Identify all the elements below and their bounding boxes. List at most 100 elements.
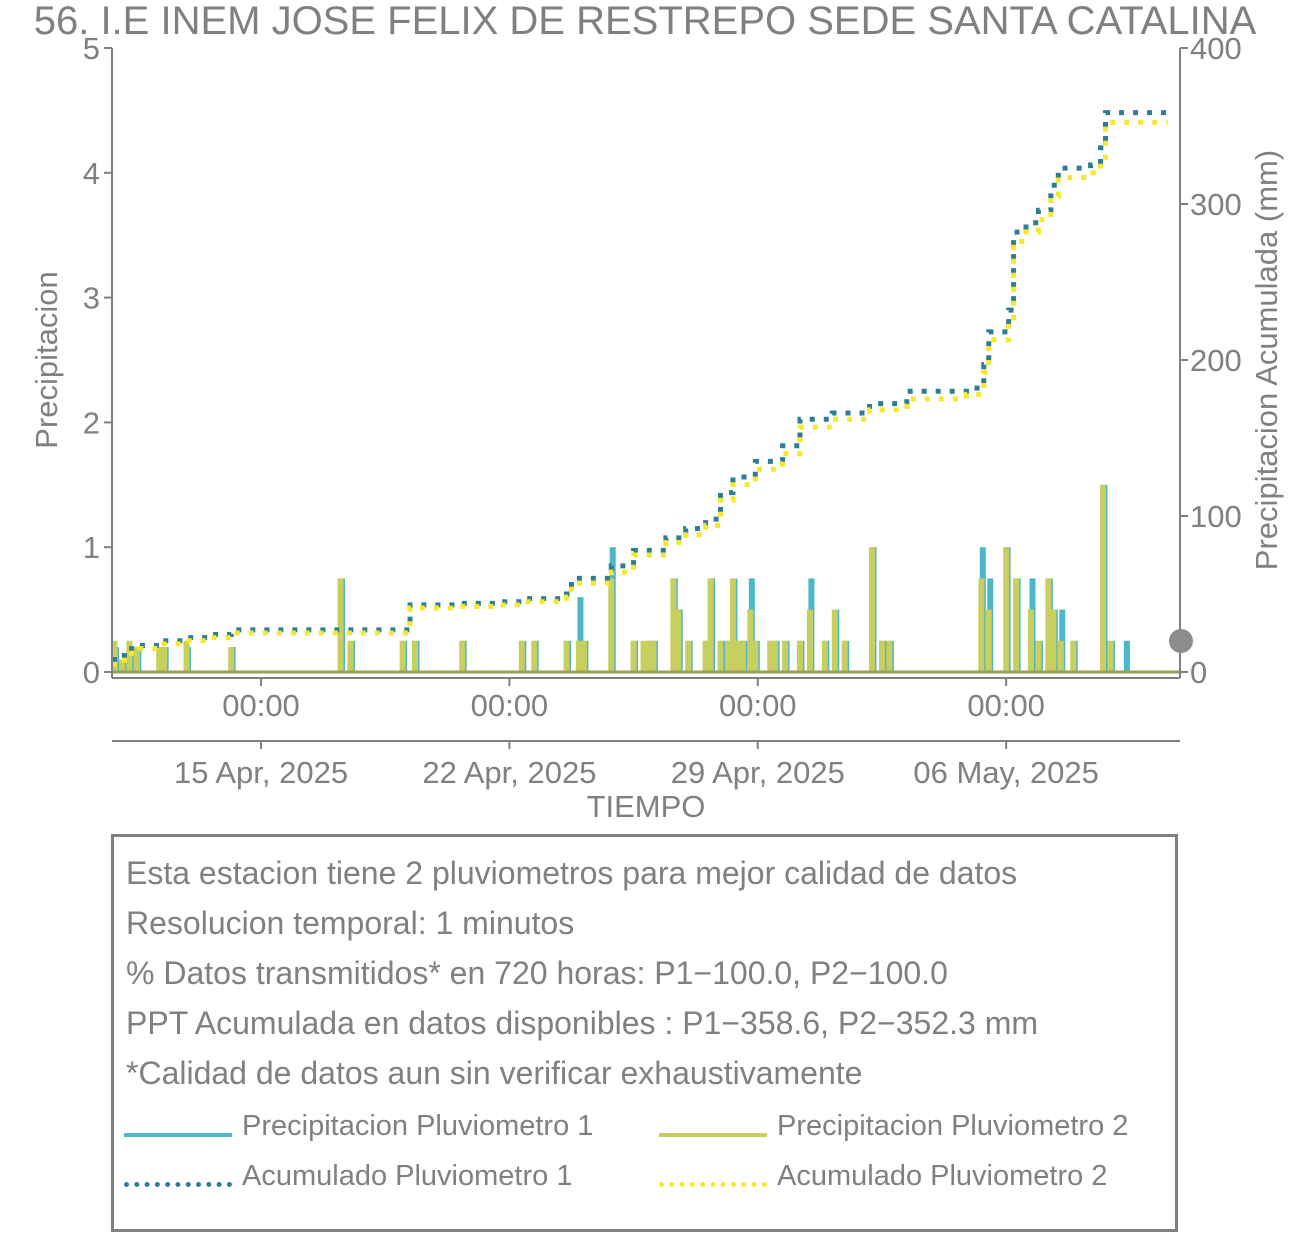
bar-p2 [1003,547,1010,672]
lines-layer [112,110,1168,667]
y-tick-label: 1 [83,530,100,565]
bar-p2 [575,640,582,672]
info-line-1: Esta estacion tiene 2 pluviometros para … [126,855,1018,891]
bar-p2 [126,640,133,672]
legend-label-p1: Precipitacion Pluviometro 1 [242,1110,594,1142]
x-tick-date-label: 06 May, 2025 [913,755,1099,790]
bar-p2 [985,609,992,672]
bar-p2 [161,647,168,672]
bar-p2 [772,640,779,672]
legend-swatch-p2 [659,1133,767,1137]
legend-swatch-a1 [124,1182,232,1187]
y-right-tick-label: 400 [1190,31,1242,66]
bar-p2 [747,609,754,672]
bar-p2 [675,609,682,672]
legend-label-p2: Precipitacion Pluviometro 2 [777,1110,1129,1142]
y-right-tick-label: 300 [1190,187,1242,222]
bar-p2 [1045,578,1052,672]
bar-p2 [1100,484,1107,672]
bar-p2 [1070,640,1077,672]
info-line-5: *Calidad de datos aun sin verificar exha… [126,1055,863,1091]
bar-p2 [685,640,692,672]
legend-label-a2: Acumulado Pluviometro 2 [777,1160,1108,1192]
bar-p2 [630,640,637,672]
bar-p2 [734,640,741,672]
bar-p2 [608,578,615,672]
y-tick-label: 4 [83,156,100,191]
bar-p2 [796,640,803,672]
bar-p2 [183,640,190,672]
bar-p2 [459,640,466,672]
bar-p2 [752,640,759,672]
bar-p2 [1035,640,1042,672]
x-tick-time-label: 00:00 [967,688,1045,723]
bar-p2 [767,640,774,672]
bar-p2 [670,578,677,672]
x-tick-time-label: 00:00 [471,688,549,723]
bar-p2 [831,609,838,672]
bar-p2 [1013,578,1020,672]
y-right-tick-label: 100 [1190,499,1242,534]
bar-p2 [978,578,985,672]
bar-p2 [886,640,893,672]
y-axis-right-label: Precipitacion Acumulada (mm) [1249,150,1284,570]
scroll-indicator[interactable] [1169,629,1193,653]
cumulative-line-p2 [112,119,1168,667]
bar-p2 [1057,640,1064,672]
info-box: Esta estacion tiene 2 pluviometros para … [111,834,1178,1232]
bar-p2 [1050,609,1057,672]
x-tick-time-label: 00:00 [719,688,797,723]
bar-p2 [228,647,235,672]
bar-p2 [399,640,406,672]
x-tick-time-label: 00:00 [222,688,300,723]
bar-p2 [645,640,652,672]
bar-p2 [841,640,848,672]
y-axis-label: Precipitacion [29,271,64,448]
y-right-tick-label: 200 [1190,343,1242,378]
y-tick-label: 3 [83,281,100,316]
bar-p2 [118,659,125,672]
bar-p2 [724,640,731,672]
bar-p2 [869,547,876,672]
bar-p1 [577,597,584,672]
bar-p2 [412,640,419,672]
bar-p2 [1107,640,1114,672]
bar-p2 [531,640,538,672]
bar-p2 [821,640,828,672]
bar-p2 [347,640,354,672]
bars-layer [111,484,1130,672]
bar-p2 [580,640,587,672]
bar-p2 [518,640,525,672]
chart-svg: 56. I.E INEM JOSE FELIX DE RESTREPO SEDE… [29,0,1284,824]
bar-p2 [729,578,736,672]
x-axis-label: TIEMPO [587,789,706,824]
bar-p2 [133,647,140,672]
bar-p2 [111,640,118,672]
bar-p2 [640,640,647,672]
bar-p2 [806,609,813,672]
bar-p2 [707,578,714,672]
y-tick-label: 5 [83,31,100,66]
bar-p2 [156,647,163,672]
cumulative-line-p1 [112,110,1168,663]
legend-swatch-p1 [124,1133,232,1137]
bar-p2 [337,578,344,672]
bar-p2 [563,640,570,672]
info-line-4: PPT Acumulada en datos disponibles : P1−… [126,1005,1038,1041]
y-right-tick-label: 0 [1190,655,1207,690]
bar-p2 [739,640,746,672]
bar-p2 [702,640,709,672]
y-tick-label: 0 [83,655,100,690]
bar-p1 [1123,640,1130,672]
x-tick-date-label: 15 Apr, 2025 [174,755,348,790]
info-line-3: % Datos transmitidos* en 720 horas: P1−1… [126,955,948,991]
x-tick-date-label: 29 Apr, 2025 [671,755,845,790]
bar-p2 [650,640,657,672]
bar-p2 [717,640,724,672]
bar-p2 [782,640,789,672]
axes-layer: 0 1 2 3 4 5 0 100 200 300 400 00:00 00:00 00:00 00:00 1… [83,31,1242,790]
bar-p2 [1027,609,1034,672]
y-tick-label: 2 [83,405,100,440]
legend-label-a1: Acumulado Pluviometro 1 [242,1160,573,1192]
chart-title: 56. I.E INEM JOSE FELIX DE RESTREPO SEDE… [34,0,1257,43]
